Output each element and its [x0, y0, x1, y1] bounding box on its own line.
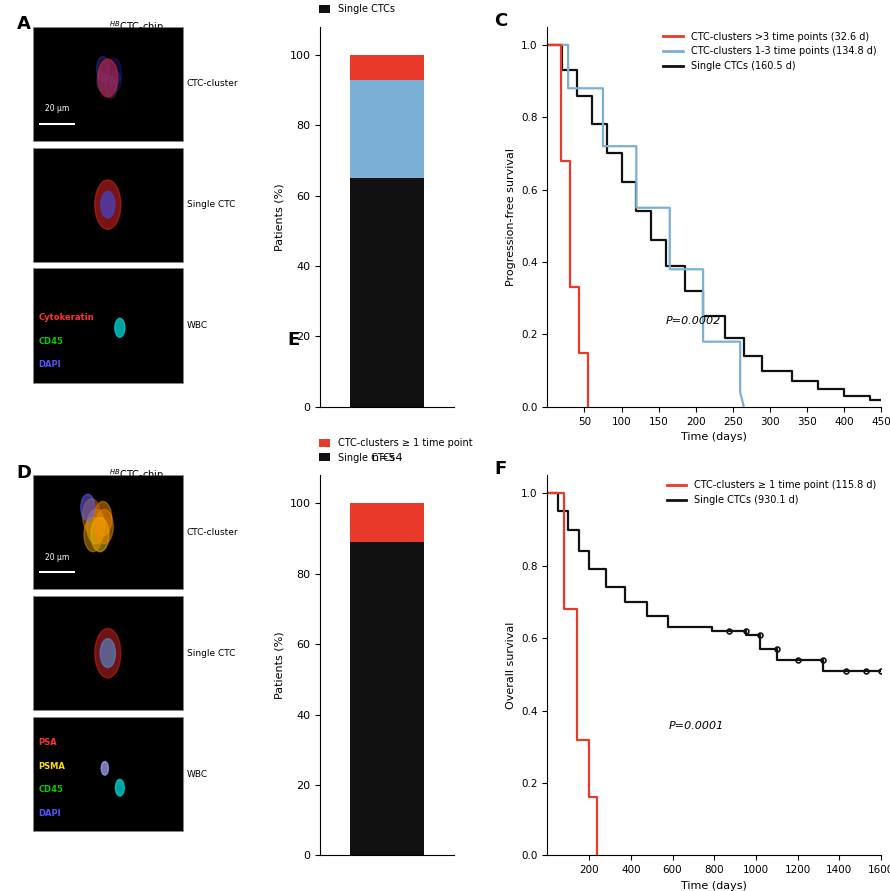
- Circle shape: [107, 59, 121, 86]
- X-axis label: Time (days): Time (days): [681, 432, 748, 442]
- Legend: CTC-clusters ≥ 1 time point, Single CTCs: CTC-clusters ≥ 1 time point, Single CTCs: [319, 438, 473, 462]
- Circle shape: [101, 639, 116, 667]
- Circle shape: [95, 180, 121, 229]
- Bar: [33, 475, 183, 589]
- Text: CD45: CD45: [39, 785, 63, 794]
- Bar: [351, 79, 424, 178]
- Text: Single CTC: Single CTC: [187, 649, 235, 658]
- Circle shape: [87, 510, 105, 544]
- Y-axis label: Progression-free survival: Progression-free survival: [506, 148, 515, 286]
- Circle shape: [110, 71, 121, 91]
- Legend: CTC-clusters >3 time points (32.6 d), CTC-clusters 1-3 time points (134.8 d), Si: CTC-clusters >3 time points (32.6 d), CT…: [663, 31, 877, 71]
- Text: $^{HB}$CTC-chip: $^{HB}$CTC-chip: [109, 468, 165, 484]
- X-axis label: Time (days): Time (days): [681, 880, 748, 891]
- Text: D: D: [17, 464, 32, 482]
- Circle shape: [96, 71, 106, 91]
- Bar: [33, 717, 183, 831]
- Circle shape: [91, 518, 109, 552]
- Text: n=54: n=54: [372, 453, 402, 462]
- Bar: [33, 27, 183, 141]
- Text: E: E: [287, 331, 299, 348]
- Text: C: C: [494, 12, 507, 29]
- Text: CD45: CD45: [39, 337, 63, 346]
- Text: DAPI: DAPI: [39, 809, 61, 818]
- Text: $^{HB}$CTC-chip: $^{HB}$CTC-chip: [109, 19, 165, 35]
- Text: P=0.0002: P=0.0002: [666, 315, 721, 325]
- Text: CTC-cluster: CTC-cluster: [187, 527, 239, 536]
- Circle shape: [115, 318, 125, 338]
- Text: WBC: WBC: [187, 770, 208, 779]
- Circle shape: [95, 510, 113, 544]
- Circle shape: [83, 499, 101, 533]
- Text: 20 μm: 20 μm: [44, 104, 69, 113]
- Text: A: A: [17, 15, 30, 33]
- Text: Cytokeratin: Cytokeratin: [39, 313, 94, 322]
- Bar: [33, 596, 183, 710]
- Legend: CTC-clusters >3 time points, CTC-clusters 1-3 time points, Single CTCs: CTC-clusters >3 time points, CTC-cluster…: [319, 0, 476, 14]
- Text: WBC: WBC: [187, 321, 208, 330]
- Bar: [351, 503, 424, 542]
- Text: PSMA: PSMA: [39, 762, 66, 771]
- Circle shape: [96, 56, 109, 81]
- Legend: CTC-clusters ≥ 1 time point (115.8 d), Single CTCs (930.1 d): CTC-clusters ≥ 1 time point (115.8 d), S…: [667, 480, 877, 505]
- Circle shape: [105, 76, 117, 98]
- Y-axis label: Overall survival: Overall survival: [506, 622, 515, 709]
- Circle shape: [116, 780, 125, 796]
- Text: CTC-cluster: CTC-cluster: [187, 79, 239, 88]
- Bar: [33, 148, 183, 262]
- Circle shape: [101, 74, 111, 94]
- Circle shape: [98, 60, 117, 96]
- Bar: [33, 268, 183, 382]
- Text: F: F: [494, 460, 506, 478]
- Text: 20 μm: 20 μm: [44, 552, 69, 561]
- Circle shape: [93, 502, 112, 535]
- Bar: [351, 542, 424, 855]
- Y-axis label: Patients (%): Patients (%): [274, 183, 284, 250]
- Circle shape: [84, 518, 102, 552]
- Circle shape: [101, 192, 115, 218]
- Y-axis label: Patients (%): Patients (%): [274, 632, 284, 699]
- Bar: [351, 178, 424, 407]
- Text: DAPI: DAPI: [39, 360, 61, 369]
- Circle shape: [95, 628, 121, 678]
- Text: Single CTC: Single CTC: [187, 200, 235, 209]
- Text: PSA: PSA: [39, 738, 57, 747]
- Circle shape: [98, 59, 117, 97]
- Circle shape: [101, 762, 109, 775]
- Circle shape: [81, 495, 95, 521]
- Bar: [351, 55, 424, 79]
- Text: P=0.0001: P=0.0001: [668, 721, 724, 731]
